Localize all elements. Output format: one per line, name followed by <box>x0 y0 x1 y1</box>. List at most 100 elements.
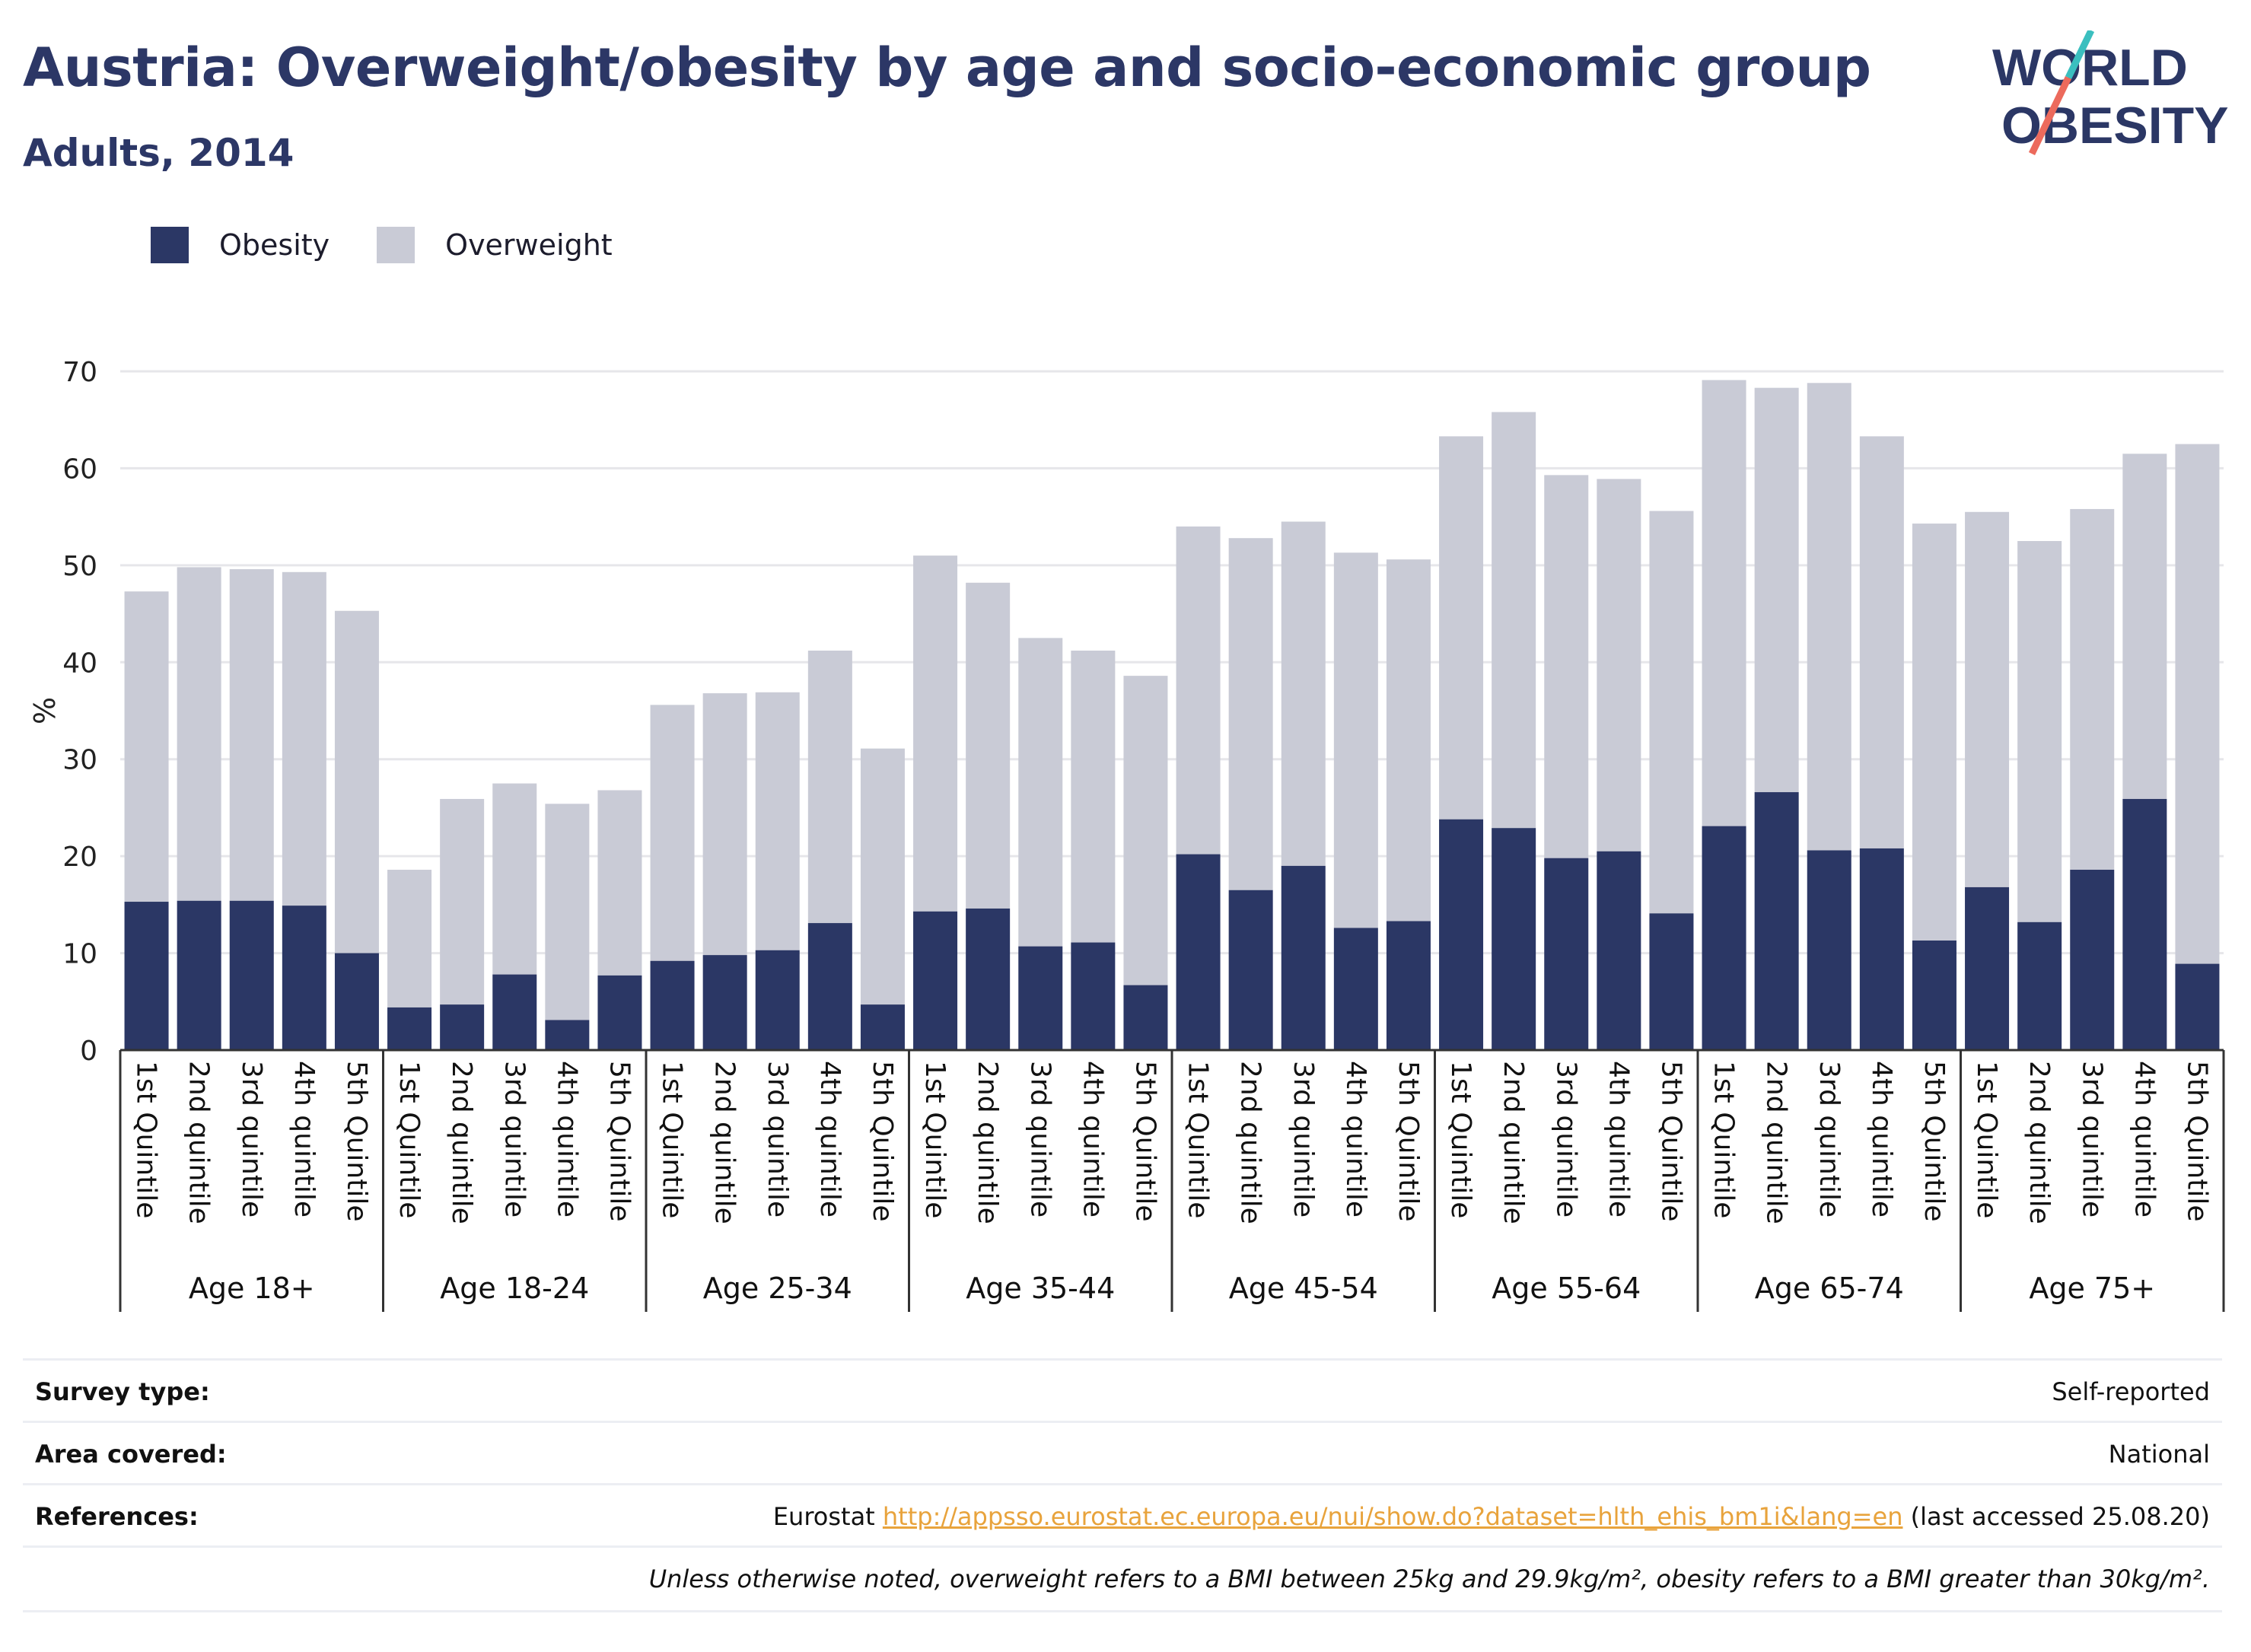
x-category-label: 1st Quintile <box>1708 1061 1740 1218</box>
overweight-bar <box>2070 508 2115 870</box>
obesity-bar <box>2070 869 2115 1050</box>
obesity-bar <box>282 906 326 1050</box>
x-category-label: 4th quintile <box>551 1061 582 1218</box>
obesity-bar <box>755 950 800 1050</box>
x-category-label: 3rd quintile <box>498 1061 530 1218</box>
x-category-label: 5th Quintile <box>1655 1061 1686 1222</box>
overweight-bar <box>387 869 432 1007</box>
x-category-label: 2nd quintile <box>1235 1061 1266 1224</box>
obesity-bar <box>1912 941 1956 1050</box>
references-label: References: <box>35 1502 199 1531</box>
overweight-bar <box>1281 521 1326 866</box>
y-tick-label: 20 <box>62 842 97 873</box>
obesity-bar <box>1965 886 2010 1050</box>
x-category-label: 2nd quintile <box>972 1061 1003 1224</box>
obesity-bar <box>1544 858 1589 1050</box>
obesity-bar <box>1333 928 1378 1050</box>
reference-link[interactable]: http://appsso.eurostat.ec.europa.eu/nui/… <box>882 1502 1903 1531</box>
x-group-label: Age 35-44 <box>966 1272 1115 1305</box>
overweight-bar <box>1018 638 1063 947</box>
x-group-label: Age 75+ <box>2029 1272 2155 1305</box>
obesity-bar <box>2175 963 2220 1050</box>
reference-accessed: (last accessed 25.08.20) <box>1910 1502 2210 1531</box>
obesity-bar <box>1281 865 1326 1050</box>
overweight-bar <box>2122 454 2167 799</box>
x-group-label: Age 65-74 <box>1755 1272 1904 1305</box>
x-group-label: Age 45-54 <box>1229 1272 1378 1305</box>
meta-row-area: Area covered: National <box>23 1421 2222 1485</box>
overweight-bar <box>913 555 958 912</box>
x-category-label: 3rd quintile <box>1813 1061 1845 1218</box>
overweight-bar <box>807 650 852 924</box>
x-category-label: 5th Quintile <box>1918 1061 1950 1222</box>
survey-type-value: Self-reported <box>2052 1377 2210 1406</box>
survey-type-label: Survey type: <box>35 1377 210 1406</box>
overweight-bar <box>1912 524 1956 941</box>
obesity-bar <box>807 923 852 1050</box>
x-category-label: 2nd quintile <box>446 1061 477 1224</box>
chart-legend: Obesity Overweight <box>151 224 660 266</box>
stacked-bar-chart: 0 10 20 30 40 50 60 70% 1st Quintile 2nd quintile… <box>28 357 2225 1312</box>
overweight-bar <box>1228 538 1273 890</box>
overweight-bar <box>1754 387 1799 793</box>
overweight-bar <box>1807 383 1851 851</box>
overweight-bar <box>1386 559 1431 921</box>
y-tick-label: 0 <box>80 1036 97 1067</box>
legend-item-obesity[interactable]: Obesity <box>151 227 330 263</box>
obesity-bar <box>1492 828 1536 1050</box>
x-group-label: Age 18-24 <box>440 1272 589 1305</box>
y-tick-label: 40 <box>62 648 97 679</box>
y-tick-label: 70 <box>62 357 97 388</box>
obesity-bar <box>1123 985 1168 1050</box>
x-group-label: Age 18+ <box>189 1272 315 1305</box>
obesity-bar <box>1228 890 1273 1050</box>
overweight-bar <box>229 568 274 901</box>
overweight-bar <box>1859 436 1904 848</box>
obesity-bar <box>650 960 695 1050</box>
area-covered-value: National <box>2108 1440 2210 1469</box>
x-category-label: 1st Quintile <box>393 1061 425 1218</box>
x-category-label: 1st Quintile <box>1183 1061 1214 1218</box>
overweight-bar <box>1439 436 1484 820</box>
x-category-label: 2nd quintile <box>1761 1061 1792 1224</box>
overweight-bar <box>440 798 485 1005</box>
overweight-bar <box>650 705 695 961</box>
y-axis-label: % <box>28 697 62 724</box>
obesity-bar <box>387 1007 432 1050</box>
obesity-bar <box>1649 913 1694 1050</box>
x-category-label: 5th Quintile <box>1129 1061 1161 1222</box>
overweight-bar <box>1071 650 1116 943</box>
chart-title: Austria: Overweight/obesity by age and s… <box>23 37 1871 99</box>
x-group-label: Age 55-64 <box>1492 1272 1641 1305</box>
x-category-label: 4th quintile <box>1866 1061 1897 1218</box>
obesity-bar <box>492 974 537 1050</box>
overweight-bar <box>1333 552 1378 928</box>
obesity-bar <box>1071 942 1116 1050</box>
x-category-label: 3rd quintile <box>762 1061 793 1218</box>
overweight-bar <box>1492 412 1536 829</box>
legend-item-overweight[interactable]: Overweight <box>377 227 613 263</box>
x-category-label: 5th Quintile <box>2181 1061 2212 1222</box>
x-category-label: 3rd quintile <box>2076 1061 2107 1218</box>
overweight-bar <box>2175 444 2220 964</box>
overweight-bar <box>124 591 169 902</box>
meta-row-references: References: Eurostat http://appsso.euros… <box>23 1483 2222 1548</box>
obesity-bar <box>1702 826 1746 1050</box>
overweight-bar <box>860 748 905 1005</box>
x-category-label: 1st Quintile <box>1445 1061 1476 1218</box>
y-tick-label: 60 <box>62 454 97 485</box>
reference-source: Eurostat <box>772 1502 875 1531</box>
obesity-bar <box>1597 851 1641 1050</box>
x-category-label: 2nd quintile <box>2023 1061 2055 1224</box>
obesity-bar <box>229 900 274 1050</box>
obesity-bar <box>1386 921 1431 1050</box>
logo-slash-coral <box>2028 76 2072 155</box>
overweight-bar <box>1123 676 1168 985</box>
y-tick-label: 10 <box>62 939 97 970</box>
obesity-bar <box>913 911 958 1050</box>
world-obesity-logo: WORLD OBESITY <box>1992 30 2229 155</box>
overweight-bar <box>597 790 642 976</box>
x-category-label: 4th quintile <box>2128 1061 2160 1218</box>
obesity-bar <box>1754 792 1799 1050</box>
x-category-label: 1st Quintile <box>131 1061 162 1218</box>
